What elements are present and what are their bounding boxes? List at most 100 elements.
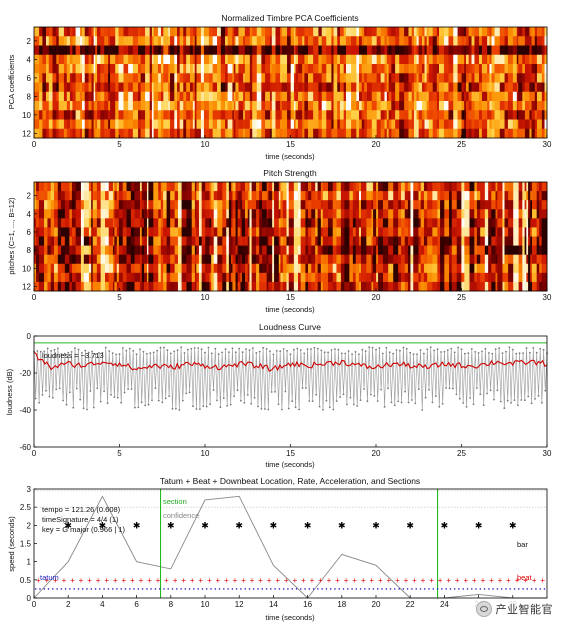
heatmap-cell	[177, 236, 182, 246]
heatmap-cell	[115, 110, 119, 120]
heatmap-cell	[272, 200, 275, 210]
heatmap-cell	[118, 101, 124, 111]
heatmap-cell	[191, 182, 196, 192]
heatmap-cell	[359, 54, 363, 65]
heatmap-cell	[149, 73, 153, 83]
heatmap-cell	[244, 27, 251, 37]
x-tick-label: 10	[201, 600, 210, 609]
heatmap-cell	[274, 218, 280, 228]
heatmap-cell	[45, 27, 50, 37]
heatmap-cell	[340, 245, 345, 256]
heatmap-cell	[479, 36, 483, 46]
heatmap-cell	[259, 272, 263, 283]
heatmap-cell	[75, 209, 82, 219]
heatmap-cell	[464, 54, 467, 65]
heatmap-cell	[282, 245, 287, 256]
heatmap-cell	[410, 209, 414, 219]
heatmap-cell	[344, 182, 350, 192]
heatmap-cell	[141, 245, 145, 256]
heatmap-cell	[413, 119, 417, 130]
heatmap-cell	[327, 263, 334, 274]
heatmap-cell	[359, 82, 363, 93]
heatmap-cell	[100, 82, 105, 93]
heatmap-cell	[530, 272, 533, 283]
heatmap-cell	[410, 218, 414, 228]
heatmap-cell	[453, 64, 458, 74]
heatmap-cell	[427, 281, 433, 292]
heatmap-cell	[428, 110, 434, 120]
heatmap-cell	[181, 182, 187, 192]
tatum-marker	[500, 588, 503, 590]
tatum-marker	[471, 588, 473, 590]
heatmap-cell	[298, 209, 302, 219]
heatmap-cell	[398, 236, 402, 246]
heatmap-cell	[444, 227, 450, 237]
heatmap-cell	[209, 245, 212, 256]
heatmap-cell	[507, 119, 514, 130]
heatmap-cell	[212, 91, 218, 102]
heatmap-cell	[522, 119, 526, 130]
heatmap-cell	[321, 54, 327, 65]
heatmap-cell	[449, 227, 453, 237]
heatmap-cell	[110, 82, 116, 93]
heatmap-cell	[339, 119, 345, 130]
heatmap-cell	[318, 101, 323, 111]
heatmap-cell	[64, 182, 70, 192]
segment-loudness-point	[181, 399, 184, 402]
heatmap-cell	[471, 82, 475, 93]
heatmap-cell	[326, 82, 332, 93]
heatmap-cell	[422, 91, 425, 102]
heatmap-cell	[461, 64, 465, 74]
heatmap-cell	[272, 263, 275, 274]
segment-loudness-point	[334, 348, 336, 350]
heatmap-cell	[536, 191, 540, 201]
heatmap-cell	[315, 254, 319, 265]
heatmap-cell	[108, 91, 111, 102]
heatmap-cell	[190, 91, 194, 102]
tatum-marker	[129, 588, 131, 590]
segment-loudness-point	[229, 403, 232, 406]
heatmap-cell	[352, 263, 357, 274]
timbre-panel: Normalized Timbre PCA Coefficients 0 5 10 1…	[7, 13, 552, 161]
heatmap-cell	[443, 73, 449, 83]
heatmap-cell	[469, 281, 475, 292]
heatmap-cell	[287, 36, 292, 46]
heatmap-cell	[247, 227, 250, 237]
heatmap-cell	[456, 209, 462, 219]
segment-loudness-point	[440, 351, 442, 353]
heatmap-cell	[522, 272, 526, 283]
heatmap-cell	[112, 236, 115, 246]
heatmap-cell	[205, 281, 210, 292]
heatmap-cell	[440, 254, 445, 265]
heatmap-cell	[249, 209, 253, 219]
heatmap-cell	[544, 119, 548, 130]
heatmap-cell	[399, 73, 405, 83]
heatmap-cell	[34, 218, 37, 228]
beat-marker: +	[79, 576, 84, 585]
heatmap-cell	[407, 218, 411, 228]
heatmap-cell	[226, 227, 230, 237]
heatmap-cell	[332, 200, 337, 210]
heatmap-cell	[428, 64, 434, 74]
tatum-marker	[428, 588, 430, 590]
heatmap-cell	[320, 263, 324, 274]
heatmap-cell	[423, 200, 428, 210]
heatmap-cell	[39, 36, 43, 46]
heatmap-cell	[413, 82, 417, 93]
heatmap-cell	[130, 227, 135, 237]
heatmap-cell	[39, 101, 43, 111]
heatmap-cell	[529, 54, 532, 65]
heatmap-cell	[524, 45, 530, 56]
heatmap-cell	[541, 245, 548, 256]
heatmap-cell	[134, 272, 141, 283]
heatmap-cell	[359, 36, 363, 46]
segment-loudness-point	[428, 388, 430, 391]
tatum-marker	[436, 588, 439, 590]
heatmap-cell	[293, 54, 296, 65]
heatmap-cell	[484, 236, 489, 246]
heatmap-cell	[345, 82, 352, 93]
heatmap-cell	[366, 218, 372, 228]
heatmap-cell	[126, 236, 132, 246]
heatmap-cell	[287, 91, 292, 102]
tatum-marker	[163, 588, 165, 590]
